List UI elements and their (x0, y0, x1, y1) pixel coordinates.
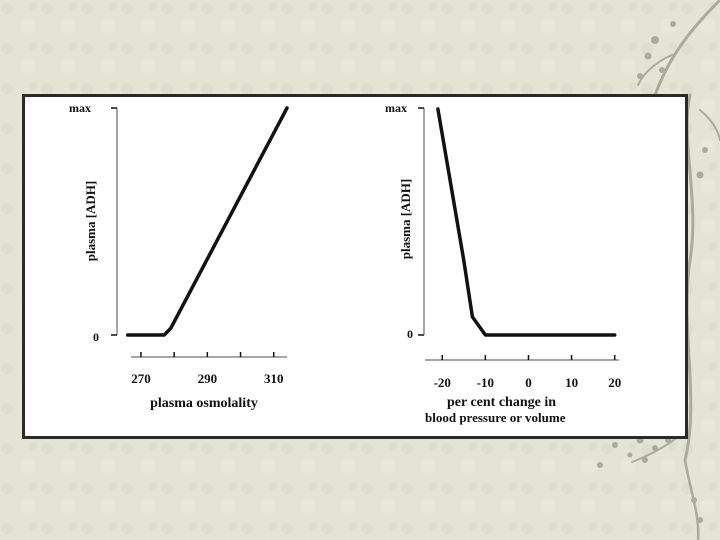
x-tick-label: 270 (131, 371, 151, 386)
x-tick-label: -20 (434, 375, 451, 390)
y-axis-label: plasma [ADH] (83, 181, 98, 262)
x-tick-label: 0 (525, 375, 532, 390)
x-ticks: 270 290 310 (131, 352, 283, 386)
y-tick-label-zero: 0 (93, 330, 99, 344)
data-line (125, 106, 289, 337)
berry-decoration (597, 21, 708, 523)
x-tick-label: 10 (565, 375, 578, 390)
x-tick-label: -10 (477, 375, 494, 390)
chart-osmolality: max 0 plasma [ADH] 270 290 310 plasma osmo… (69, 101, 289, 411)
x-axis-label: per cent change in (447, 395, 556, 410)
x-tick-label: 290 (198, 371, 218, 386)
chart-blood-pressure: max 0 plasma [ADH] -20 -10 0 10 20 per cent … (385, 101, 621, 425)
x-tick-label: 20 (608, 375, 621, 390)
y-tick-label-max: max (69, 101, 91, 115)
x-axis-label-line2: blood pressure or volume (425, 410, 566, 425)
y-axis-label: plasma [ADH] (398, 179, 413, 260)
y-tick-label-max: max (385, 101, 407, 115)
y-tick-label-zero: 0 (407, 327, 413, 341)
data-line (436, 107, 617, 337)
x-tick-label: 310 (264, 371, 284, 386)
x-axis-label: plasma osmolality (150, 396, 258, 411)
figure-panel: max 0 plasma [ADH] 270 290 310 plasma osmo… (22, 94, 688, 439)
x-ticks: -20 -10 0 10 20 (434, 355, 621, 390)
